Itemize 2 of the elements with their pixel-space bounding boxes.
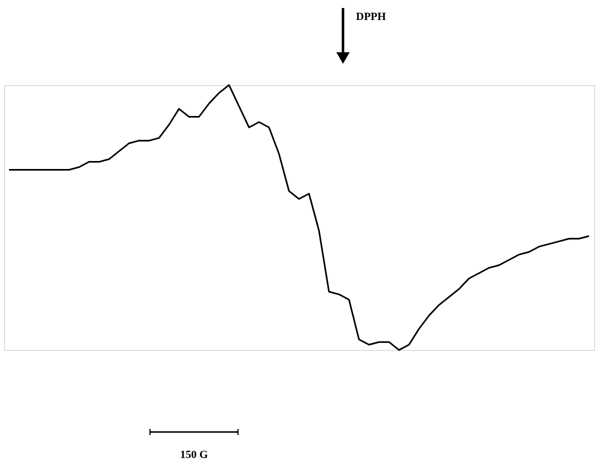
text: DPPH	[356, 11, 386, 23]
text: 150 G	[180, 449, 208, 461]
